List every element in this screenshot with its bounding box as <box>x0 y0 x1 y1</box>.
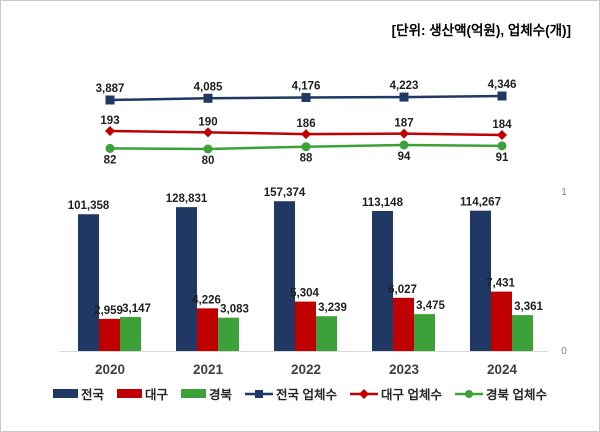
marker-circle-gyeongbuk-upchesu-2024 <box>497 141 507 151</box>
bar-label-gyeongbuk-2021: 3,083 <box>220 304 249 316</box>
combo-chart: 101,358 128,831 157,374 113,148 114,267 2,959… <box>59 79 567 377</box>
bar-label-gyeongbuk-2023: 3,475 <box>416 300 445 312</box>
marker-circle-gyeongbuk-upchesu-2023 <box>399 140 409 150</box>
marker-square-jeonguk-upchesu-2021 <box>203 93 213 103</box>
marker-diamond-daegu-upchesu-2024 <box>497 130 507 140</box>
bar-label-jeonguk-2024: 114,267 <box>460 197 501 209</box>
legend-item-gyeongbuk: 경북 <box>181 384 232 403</box>
legend-item-daegu: 대구 <box>117 384 168 403</box>
x-axis-label-2024: 2024 <box>487 362 518 377</box>
legend-label-daegu: 대구 <box>145 388 169 402</box>
legend-swatch-line-jeonguk-upchesu <box>245 389 274 398</box>
legend-item-jeonguk: 전국 <box>53 384 104 403</box>
legend-swatch-bar-jeonguk <box>53 389 78 398</box>
bar-jeonguk-2021 <box>176 207 197 351</box>
line-label-gyeongbuk-upchesu-2020: 82 <box>104 154 117 166</box>
legend-item-jeonguk-upchesu: 전국 업체수 <box>245 384 337 403</box>
bar-daegu-2022 <box>295 301 316 351</box>
bar-label-jeonguk-2023: 113,148 <box>362 197 404 209</box>
secondary-axis-tick-1: 1 <box>561 187 567 198</box>
legend-swatch-bar-gyeongbuk <box>181 389 207 398</box>
line-label-gyeongbuk-upchesu-2021: 80 <box>202 155 215 167</box>
bar-label-daegu-2024: 7,431 <box>486 278 515 290</box>
bar-label-daegu-2022: 5,304 <box>290 288 319 300</box>
bar-label-jeonguk-2021: 128,831 <box>166 193 208 205</box>
circle-marker-icon <box>465 389 474 398</box>
bar-label-gyeongbuk-2022: 3,239 <box>318 302 347 314</box>
line-label-jeonguk-upchesu-2024: 4,346 <box>488 79 517 91</box>
marker-circle-gyeongbuk-upchesu-2021 <box>203 144 213 154</box>
legend-item-gyeongbuk-upchesu: 경북 업체수 <box>455 384 547 403</box>
bar-label-jeonguk-2022: 157,374 <box>264 187 306 199</box>
bar-label-daegu-2021: 4,226 <box>192 294 221 306</box>
bar-gyeongbuk-2020 <box>120 317 141 351</box>
line-label-daegu-upchesu-2022: 186 <box>296 118 315 130</box>
x-axis-label-2023: 2023 <box>389 362 420 377</box>
bar-daegu-2023 <box>393 297 414 351</box>
bar-gyeongbuk-2021 <box>218 317 239 351</box>
legend-swatch-line-gyeongbuk-upchesu <box>455 389 484 398</box>
marker-square-jeonguk-upchesu-2020 <box>105 95 115 105</box>
line-label-gyeongbuk-upchesu-2022: 88 <box>300 153 313 165</box>
legend-label-gyeongbuk: 경북 <box>209 388 233 402</box>
legend-swatch-bar-daegu <box>117 389 143 398</box>
legend-label-gyeongbuk-upchesu: 경북 업체수 <box>486 388 547 402</box>
bar-daegu-2024 <box>491 291 512 351</box>
marker-circle-gyeongbuk-upchesu-2020 <box>105 143 115 153</box>
bar-jeonguk-2022 <box>274 201 295 351</box>
legend-swatch-line-daegu-upchesu <box>350 388 379 399</box>
marker-diamond-daegu-upchesu-2023 <box>399 128 409 139</box>
marker-square-jeonguk-upchesu-2024 <box>497 91 507 101</box>
marker-circle-gyeongbuk-upchesu-2022 <box>301 142 311 152</box>
marker-diamond-daegu-upchesu-2022 <box>301 129 311 140</box>
line-label-daegu-upchesu-2020: 193 <box>100 115 119 127</box>
bar-daegu-2021 <box>197 308 218 351</box>
square-marker-icon <box>255 389 264 398</box>
legend-label-daegu-upchesu: 대구 업체수 <box>381 388 443 402</box>
bar-jeonguk-2024 <box>470 210 491 351</box>
bar-jeonguk-2023 <box>372 210 393 351</box>
line-label-daegu-upchesu-2023: 187 <box>394 118 413 130</box>
marker-square-jeonguk-upchesu-2022 <box>301 92 311 102</box>
line-label-gyeongbuk-upchesu-2024: 91 <box>496 152 509 164</box>
bar-label-jeonguk-2020: 101,358 <box>68 200 110 212</box>
bar-label-daegu-2023: 6,027 <box>388 284 417 296</box>
line-label-daegu-upchesu-2024: 184 <box>492 119 512 131</box>
bar-label-gyeongbuk-2024: 3,361 <box>514 301 543 313</box>
marker-diamond-daegu-upchesu-2021 <box>203 127 213 138</box>
line-label-daegu-upchesu-2021: 190 <box>198 116 217 128</box>
legend-label-jeonguk: 전국 <box>81 388 105 402</box>
line-label-gyeongbuk-upchesu-2023: 94 <box>398 151 411 163</box>
line-label-jeonguk-upchesu-2020: 3,887 <box>96 83 125 95</box>
marker-square-jeonguk-upchesu-2023 <box>399 92 409 102</box>
line-label-jeonguk-upchesu-2023: 4,223 <box>390 80 419 92</box>
bar-gyeongbuk-2022 <box>316 316 337 351</box>
legend: 전국 대구 경북 전국 업체수 대구 업체수 경북 업체수 <box>1 384 599 403</box>
bar-daegu-2020 <box>99 318 120 351</box>
bar-gyeongbuk-2024 <box>512 315 533 351</box>
bar-jeonguk-2020 <box>78 214 99 351</box>
legend-item-daegu-upchesu: 대구 업체수 <box>350 384 442 403</box>
x-axis-label-2021: 2021 <box>193 362 224 377</box>
x-axis-label-2022: 2022 <box>291 362 321 377</box>
line-label-jeonguk-upchesu-2022: 4,176 <box>292 80 321 92</box>
bar-gyeongbuk-2023 <box>414 314 435 351</box>
marker-diamond-daegu-upchesu-2020 <box>105 126 115 136</box>
chart-unit-title: [단위: 생산액(억원), 업체수(개)] <box>391 23 571 38</box>
x-axis-label-2020: 2020 <box>95 362 125 377</box>
secondary-axis-tick-0: 0 <box>561 346 567 357</box>
bar-label-daegu-2020: 2,959 <box>94 305 123 317</box>
line-label-jeonguk-upchesu-2021: 4,085 <box>194 81 223 93</box>
diamond-marker-icon <box>359 388 370 399</box>
legend-label-jeonguk-upchesu: 전국 업체수 <box>276 388 338 402</box>
bar-label-gyeongbuk-2020: 3,147 <box>122 303 151 315</box>
